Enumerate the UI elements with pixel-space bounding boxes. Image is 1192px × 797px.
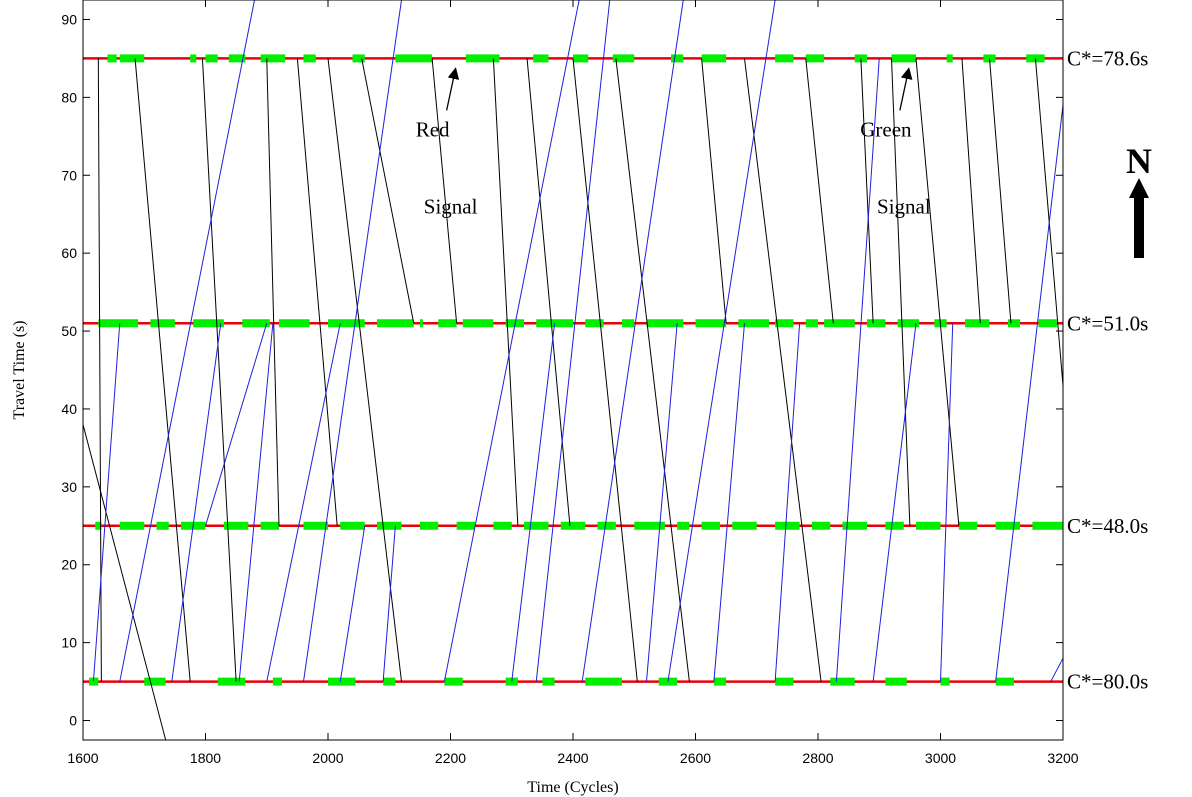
southbound-trajectory xyxy=(361,58,415,324)
y-tick-label: 40 xyxy=(61,401,77,417)
southbound-trajectory xyxy=(492,58,519,526)
x-tick-label: 1600 xyxy=(67,750,98,766)
x-tick-label: 2400 xyxy=(557,750,588,766)
southbound-trajectory xyxy=(83,424,167,740)
y-tick-label: 90 xyxy=(61,11,77,27)
southbound-trajectory xyxy=(201,58,237,682)
cycle-labels: C*=78.6s C*=51.0s C*=48.0s C*=80.0s xyxy=(1067,46,1148,693)
x-tick-label: 2600 xyxy=(680,750,711,766)
y-tick-label: 80 xyxy=(61,89,77,105)
northbound-trajectory xyxy=(667,0,776,682)
northbound-trajectory xyxy=(266,323,341,682)
northbound-trajectory xyxy=(774,323,801,682)
southbound-trajectory xyxy=(915,58,960,526)
x-tick-label: 2000 xyxy=(312,750,343,766)
southbound-trajectory xyxy=(134,58,191,682)
northbound-trajectory xyxy=(339,525,366,682)
y-tick-label: 50 xyxy=(61,323,77,339)
annotation-label-line2: Signal xyxy=(424,194,478,218)
annotation-arrow xyxy=(899,67,913,111)
northbound-trajectory xyxy=(535,0,611,682)
northbound-trajectory xyxy=(238,323,274,682)
cycle-label: C*=80.0s xyxy=(1067,670,1148,694)
southbound-trajectory xyxy=(327,58,402,682)
y-axis-ticks: 0 10 20 30 40 50 60 70 80 90 xyxy=(61,11,1063,729)
y-tick-label: 70 xyxy=(61,167,77,183)
y-tick-label: 10 xyxy=(61,635,77,651)
annotation-label-line1: Green xyxy=(860,117,912,141)
signal-bands xyxy=(83,54,1063,686)
northbound-trajectory xyxy=(835,58,880,682)
annotation-label-line2: Signal xyxy=(877,194,931,218)
y-axis-title: Travel Time (s) xyxy=(11,321,28,420)
northbound-trajectory xyxy=(303,0,402,682)
y-tick-label: 60 xyxy=(61,245,77,261)
southbound-trajectory xyxy=(891,58,911,526)
x-tick-label: 3000 xyxy=(925,750,956,766)
northbound-trajectory xyxy=(511,323,556,682)
x-tick-label: 2200 xyxy=(435,750,466,766)
x-tick-label: 3200 xyxy=(1047,750,1078,766)
southbound-trajectory xyxy=(266,58,280,526)
cycle-label: C*=78.6s xyxy=(1067,46,1148,70)
y-tick-label: 0 xyxy=(69,713,77,729)
vehicle-trajectories xyxy=(83,0,1063,740)
cycle-label: C*=48.0s xyxy=(1067,514,1148,538)
northbound-trajectory xyxy=(119,0,255,682)
x-tick-label: 2800 xyxy=(802,750,833,766)
cycle-label: C*=51.0s xyxy=(1067,311,1148,335)
north-label: N xyxy=(1126,141,1152,181)
southbound-trajectory xyxy=(615,58,690,682)
southbound-trajectory xyxy=(860,58,874,324)
signal-annotations: Red Signal Green Signal xyxy=(416,67,931,218)
northbound-trajectory xyxy=(205,323,268,526)
southbound-trajectory xyxy=(296,58,338,526)
southbound-trajectory xyxy=(572,58,638,682)
y-tick-label: 30 xyxy=(61,479,77,495)
southbound-trajectory xyxy=(961,58,981,324)
northbound-trajectory xyxy=(940,323,954,682)
annotation-label-line1: Red xyxy=(416,117,450,141)
southbound-trajectory xyxy=(526,58,571,526)
southbound-trajectory xyxy=(431,58,458,324)
northbound-trajectory xyxy=(382,525,396,682)
southbound-trajectory xyxy=(701,58,727,324)
y-tick-label: 20 xyxy=(61,557,77,573)
northbound-trajectory xyxy=(995,100,1063,682)
northbound-trajectory xyxy=(872,323,917,682)
annotation-arrow xyxy=(445,67,460,111)
x-tick-label: 1800 xyxy=(190,750,221,766)
north-arrow-icon xyxy=(1129,178,1149,258)
southbound-trajectory xyxy=(744,58,822,682)
northbound-trajectory xyxy=(581,0,684,682)
southbound-trajectory xyxy=(805,58,834,324)
southbound-trajectory xyxy=(989,58,1012,324)
northbound-trajectory xyxy=(646,323,678,682)
north-indicator: N xyxy=(1126,141,1152,258)
x-axis-ticks: 1600 1800 2000 2200 2400 2600 2800 3000 3200 xyxy=(67,0,1079,766)
northbound-trajectory xyxy=(1050,657,1063,682)
northbound-trajectory xyxy=(171,323,222,682)
northbound-trajectory xyxy=(92,323,121,682)
northbound-trajectory xyxy=(713,323,745,682)
plot-frame xyxy=(82,0,1064,741)
x-axis-title: Time (Cycles) xyxy=(527,779,618,796)
northbound-trajectory xyxy=(443,0,580,682)
